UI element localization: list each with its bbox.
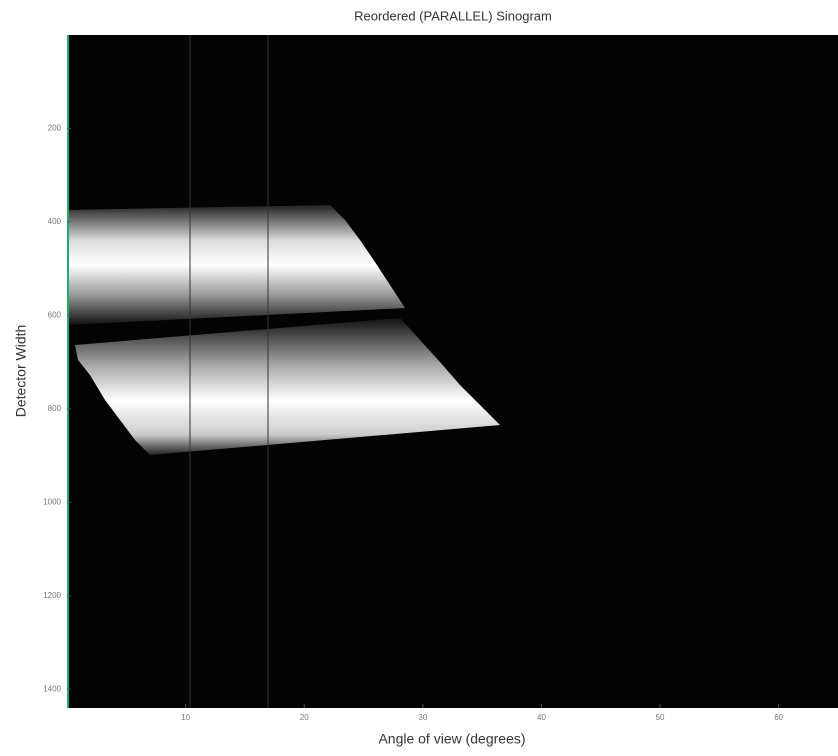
y-tick-label: 1200 (43, 591, 61, 600)
y-axis-label: Detector Width (13, 325, 29, 418)
y-tick-label: 600 (48, 311, 62, 320)
y-tick-label: 400 (48, 217, 62, 226)
y-tick-label: 800 (48, 404, 62, 413)
x-tick-label: 30 (418, 713, 427, 722)
sinogram-band (75, 318, 500, 455)
chart-title: Reordered (PARALLEL) Sinogram (354, 8, 552, 23)
x-tick-label: 50 (656, 713, 665, 722)
sinogram-band (67, 205, 405, 325)
x-tick-label: 40 (537, 713, 546, 722)
x-tick-label: 60 (774, 713, 783, 722)
y-tick-label: 1000 (43, 497, 61, 506)
x-tick-label: 10 (181, 713, 190, 722)
y-tick-label: 200 (48, 124, 62, 133)
x-tick-label: 20 (300, 713, 309, 722)
x-axis-label: Angle of view (degrees) (378, 731, 525, 747)
y-tick-label: 1400 (43, 684, 61, 693)
